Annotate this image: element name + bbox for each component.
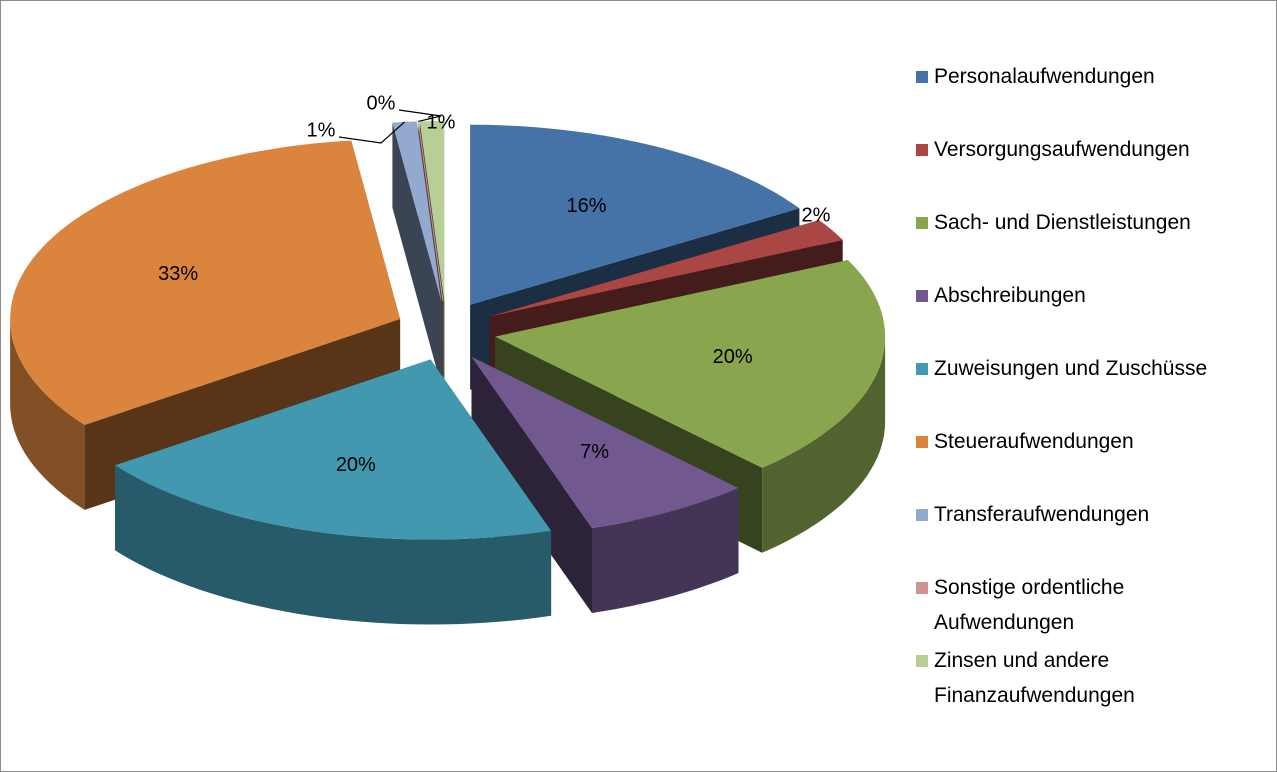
slice-wall [592, 488, 739, 613]
slice-wall [762, 336, 886, 553]
slice-top [495, 260, 886, 468]
data-label: 7% [580, 441, 609, 463]
slice [471, 356, 739, 613]
slice-wall [115, 465, 552, 625]
pie-plot: 16% 2% 20% 7% 20% 33% 1% 0% 1% [10, 92, 886, 625]
slice-top [489, 220, 843, 317]
legend-item: Sach- und Dienstleistungen [916, 205, 1246, 278]
legend-swatch [916, 363, 928, 375]
legend-item: Transferaufwendungen [916, 497, 1246, 570]
slice-top [392, 121, 442, 302]
legend-swatch [916, 144, 928, 156]
legend-item: Zinsen und andere Finanzaufwendungen [916, 643, 1246, 716]
slice-top [470, 124, 800, 305]
slice-top [419, 121, 445, 301]
data-label: 16% [567, 195, 607, 217]
slice-wall [10, 319, 85, 510]
legend-label: Abschreibungen [934, 284, 1086, 307]
legend: Personalaufwendungen Versorgungsaufwendun… [916, 59, 1246, 716]
legend-swatch [916, 655, 928, 667]
legend-item: Versorgungsaufwendungen [916, 132, 1246, 205]
data-label: 1% [307, 119, 336, 141]
legend-label: Sonstige ordentliche Aufwendungen [934, 576, 1125, 634]
legend-label: Zuweisungen und Zuschüsse [934, 357, 1208, 380]
legend-swatch [916, 582, 928, 594]
legend-label: Sach- und Dienstleistungen [934, 211, 1191, 234]
legend-item: Zuweisungen und Zuschüsse [916, 351, 1246, 424]
slice [392, 121, 442, 387]
legend-item: Personalaufwendungen [916, 59, 1246, 132]
slice-side [471, 356, 592, 613]
slice-top [115, 359, 552, 540]
legend-swatch [916, 509, 928, 521]
legend-swatch [916, 290, 928, 302]
data-label: 33% [158, 263, 198, 285]
legend-item: Sonstige ordentliche Aufwendungen [916, 570, 1246, 643]
legend-label: Versorgungsaufwendungen [934, 138, 1190, 161]
legend-swatch [916, 71, 928, 83]
data-label: 0% [367, 92, 396, 114]
slice [115, 359, 552, 625]
data-label: 1% [427, 111, 456, 133]
leader-line [398, 109, 442, 122]
legend-swatch [916, 217, 928, 229]
slice-side [392, 122, 442, 387]
legend-item: Abschreibungen [916, 278, 1246, 351]
data-label: 20% [336, 454, 376, 476]
legend-label: Zinsen und andere Finanzaufwendungen [934, 649, 1135, 707]
data-label: 20% [713, 346, 753, 368]
data-label: 2% [802, 204, 831, 226]
legend-swatch [916, 436, 928, 448]
legend-label: Steueraufwendungen [934, 430, 1134, 453]
legend-item: Steueraufwendungen [916, 424, 1246, 497]
leader-line [338, 121, 405, 144]
slice-top [471, 356, 739, 528]
slice-top [10, 140, 401, 425]
legend-label: Transferaufwendungen [934, 503, 1150, 526]
legend-label: Personalaufwendungen [934, 65, 1155, 88]
